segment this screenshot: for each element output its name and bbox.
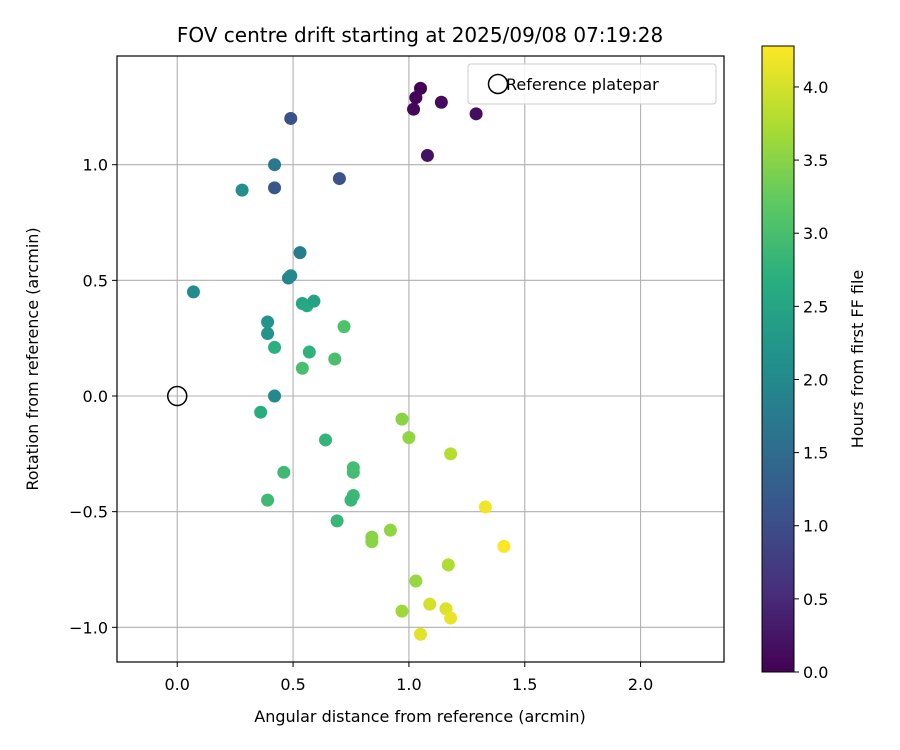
reference-platepar-marker xyxy=(166,385,188,407)
data-point xyxy=(186,285,200,299)
y-axis-ticks: −1.0 −0.5 0.0 0.5 1.0 xyxy=(69,156,117,637)
data-point xyxy=(383,523,397,537)
grid xyxy=(117,56,724,662)
data-point xyxy=(284,111,298,125)
data-point xyxy=(295,361,309,375)
x-axis-ticks: 0.0 0.5 1.0 1.5 2.0 xyxy=(165,662,653,694)
data-point xyxy=(423,597,437,611)
data-point xyxy=(268,158,282,172)
data-point xyxy=(307,294,321,308)
data-point xyxy=(402,431,416,445)
data-point xyxy=(395,604,409,618)
chart-title: FOV centre drift starting at 2025/09/08 … xyxy=(177,23,663,47)
data-point xyxy=(469,107,483,121)
reference-marker-layer xyxy=(166,385,188,407)
data-point xyxy=(409,91,423,105)
legend-entry-reference-platepar: Reference platepar xyxy=(506,75,659,94)
y-tick-label: 0.5 xyxy=(83,271,108,290)
y-tick-label: 0.0 xyxy=(83,387,108,406)
data-point xyxy=(235,183,249,197)
colorbar-tick-label: 0.5 xyxy=(803,590,828,609)
colorbar-tick-label: 2.0 xyxy=(803,370,828,389)
data-point xyxy=(328,352,342,366)
colorbar: 0.0 0.5 1.0 1.5 2.0 2.5 3.0 3.5 4.0 Hours from f… xyxy=(761,45,867,682)
x-axis-label: Angular distance from reference (arcmin) xyxy=(254,707,585,726)
x-tick-label: 0.5 xyxy=(280,675,305,694)
data-point xyxy=(344,493,358,507)
colorbar-tick-label: 0.0 xyxy=(803,663,828,682)
x-tick-label: 0.0 xyxy=(165,675,190,694)
data-point xyxy=(277,465,291,479)
data-point xyxy=(319,433,333,447)
colorbar-tick-label: 2.5 xyxy=(803,297,828,316)
data-point xyxy=(414,627,427,641)
legend-marker xyxy=(487,73,509,95)
data-point xyxy=(497,539,511,553)
y-tick-label: 1.0 xyxy=(83,156,108,175)
colorbar-gradient xyxy=(761,45,795,673)
colorbar-ticks: 0.0 0.5 1.0 1.5 2.0 2.5 3.0 3.5 4.0 xyxy=(794,78,828,682)
colorbar-tick-label: 1.5 xyxy=(803,444,828,463)
colorbar-label: Hours from first FF file xyxy=(848,270,867,449)
data-point xyxy=(302,345,316,359)
y-axis-label: Rotation from reference (arcmin) xyxy=(23,227,42,490)
data-point xyxy=(407,102,421,116)
data-point xyxy=(346,465,360,479)
data-point xyxy=(261,315,275,329)
data-point xyxy=(444,447,458,461)
data-point xyxy=(261,493,275,507)
data-point xyxy=(254,405,268,419)
data-point xyxy=(268,389,282,403)
y-tick-label: −1.0 xyxy=(69,618,108,637)
colorbar-tick-label: 1.0 xyxy=(803,517,828,536)
data-point xyxy=(268,340,282,354)
plot-frame xyxy=(116,55,725,663)
data-point xyxy=(444,611,458,625)
data-point xyxy=(441,558,455,572)
legend-box xyxy=(467,63,717,105)
data-point xyxy=(293,246,307,260)
data-point xyxy=(261,327,275,341)
data-point xyxy=(365,535,379,549)
x-tick-label: 2.0 xyxy=(628,675,653,694)
data-point xyxy=(409,574,423,588)
data-point xyxy=(395,412,409,426)
colorbar-tick-label: 4.0 xyxy=(803,78,828,97)
data-point xyxy=(420,148,434,162)
y-tick-label: −0.5 xyxy=(69,503,108,522)
data-point xyxy=(434,95,448,109)
data-point xyxy=(284,269,298,283)
colorbar-tick-label: 3.5 xyxy=(803,151,828,170)
x-tick-label: 1.0 xyxy=(396,675,421,694)
data-point xyxy=(337,320,351,334)
data-point xyxy=(332,172,346,186)
colorbar-tick-label: 3.0 xyxy=(803,224,828,243)
data-point xyxy=(478,500,492,514)
legend: Reference platepar xyxy=(467,63,717,105)
x-tick-label: 1.5 xyxy=(512,675,537,694)
data-point xyxy=(330,514,344,528)
data-point xyxy=(268,181,282,195)
data-points xyxy=(186,81,511,641)
